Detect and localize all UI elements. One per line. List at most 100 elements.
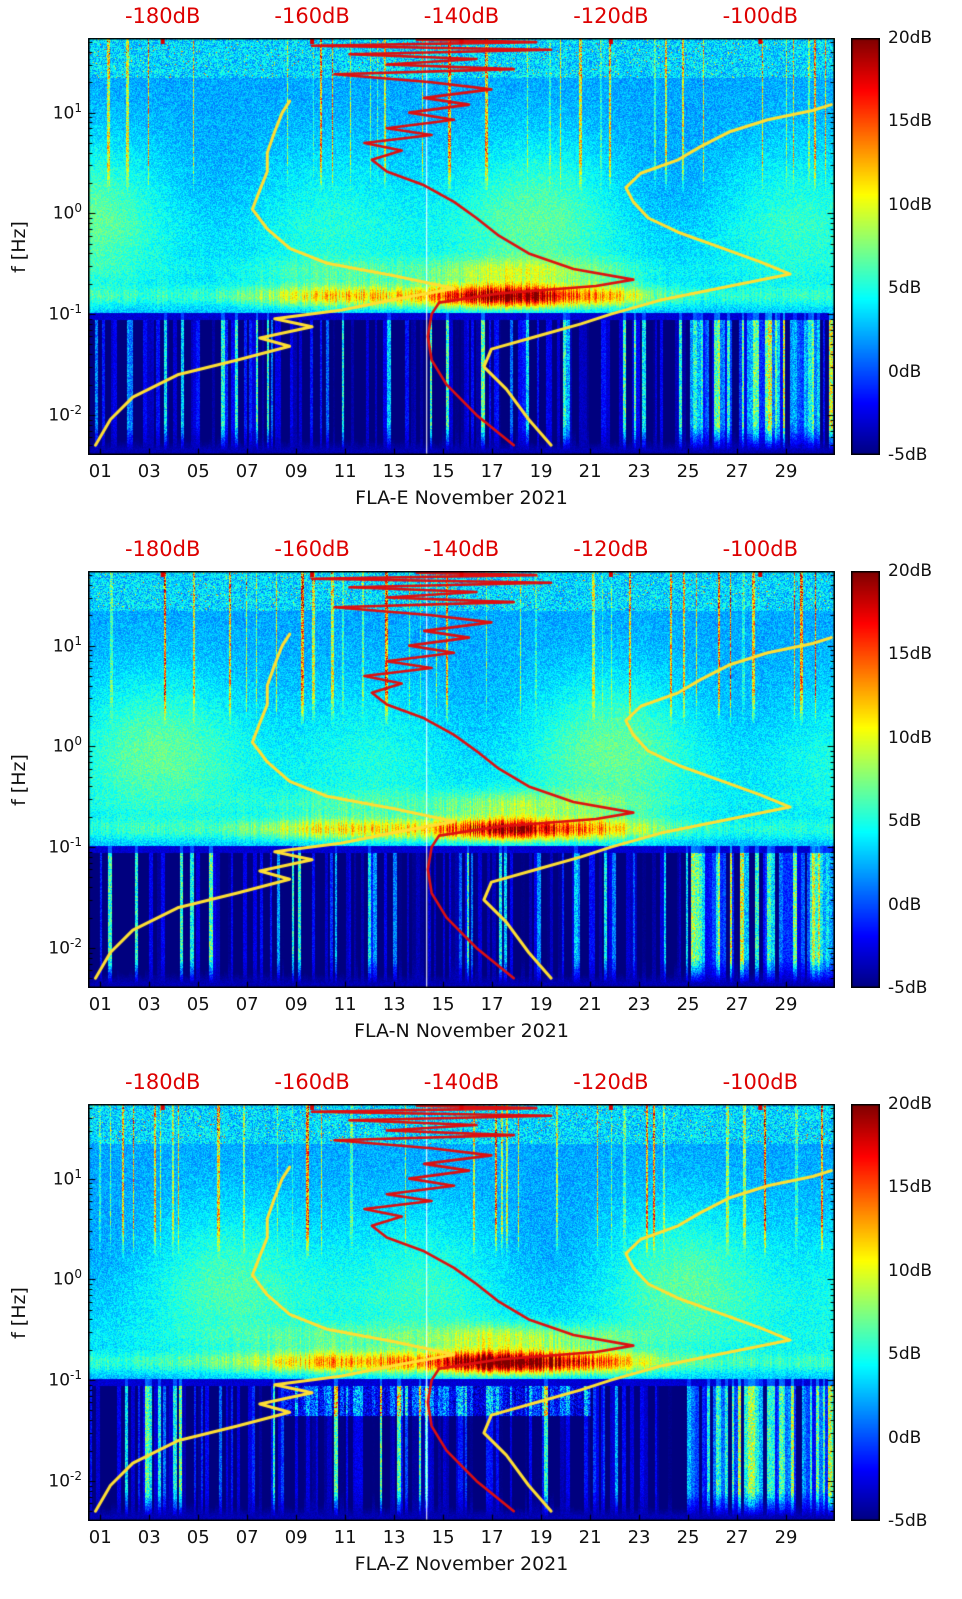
x-axis-tick-label: 05 [186, 994, 210, 1015]
x-axis-tick-label: 15 [431, 994, 455, 1015]
x-axis-tick-label: 21 [578, 1527, 602, 1548]
top-axis-tick-label: -180dB [124, 537, 201, 561]
x-axis-tick-label: 17 [480, 461, 504, 482]
x-axis-tick-label: 19 [529, 1527, 553, 1548]
top-axis-tick-label: -120dB [573, 1070, 649, 1094]
colorbar-tick-label: 15dB [888, 644, 933, 665]
colorbar-canvas [851, 571, 880, 988]
x-axis-tick-label: 09 [284, 994, 308, 1015]
x-axis-tick-label: 01 [88, 1527, 112, 1548]
x-axis-tick-label: 23 [627, 994, 651, 1015]
x-axis-tick-label: 11 [333, 994, 357, 1015]
x-axis-tick-label: 07 [235, 461, 259, 482]
x-axis-tick-label: 11 [333, 461, 357, 482]
colorbar-tick-label: 15dB [888, 1177, 933, 1198]
top-axis-tick-label: -180dB [124, 4, 201, 28]
x-axis-tick-label: 29 [774, 1527, 798, 1548]
top-axis-tick-label: -120dB [573, 4, 649, 28]
panel-title: FLA-E November 2021 [355, 487, 568, 509]
x-axis-tick-label: 19 [529, 461, 553, 482]
x-axis-tick-label: 05 [186, 1527, 210, 1548]
x-axis-tick-label: 27 [725, 461, 749, 482]
x-axis-tick-label: 25 [676, 461, 700, 482]
spectrogram-panel-fla-e: -180dB -160dB -140dB -120dB -100dB f [Hz] 10… [0, 0, 962, 533]
colorbar-tick-label: 10dB [888, 194, 933, 215]
y-axis-tick-label: 100 [52, 734, 82, 758]
top-axis-tick-label: -140dB [423, 1070, 500, 1094]
x-axis-tick-label: 27 [725, 994, 749, 1015]
colorbar-canvas [851, 1104, 880, 1521]
x-axis-tick-label: 23 [627, 461, 651, 482]
colorbar-tick-label: 5dB [888, 278, 922, 299]
top-axis-tick-label: -100dB [722, 4, 798, 28]
colorbar-tick-label: 5dB [888, 1344, 922, 1365]
x-axis-tick-label: 25 [676, 1527, 700, 1548]
y-axis-tick-label: 10-2 [48, 935, 82, 959]
x-axis-tick-label: 15 [431, 1527, 455, 1548]
spectrogram-panel-fla-z: -180dB -160dB -140dB -120dB -100dB f [Hz] 10… [0, 1066, 962, 1599]
y-axis-tick-label: 10-1 [48, 302, 82, 325]
colorbar-tick-label: 20dB [888, 561, 933, 581]
x-axis-tick-label: 09 [284, 461, 308, 482]
x-axis-tick-label: 09 [284, 1527, 308, 1548]
top-axis-tick-label: -100dB [722, 1070, 798, 1094]
colorbar-tick-label: 0dB [888, 894, 922, 915]
panel-title: FLA-Z November 2021 [354, 1553, 569, 1575]
y-axis-tick-label: 100 [52, 1267, 82, 1291]
x-axis-tick-label: 07 [235, 994, 259, 1015]
spectrogram-heatmap-canvas [88, 38, 835, 455]
spectrogram-panel-fla-n: -180dB -160dB -140dB -120dB -100dB f [Hz] 10… [0, 533, 962, 1066]
colorbar-tick-label: -5dB [888, 978, 928, 998]
x-axis-tick-label: 03 [137, 461, 161, 482]
top-axis-tick-label: -160dB [274, 537, 350, 561]
colorbar-tick-label: -5dB [888, 1511, 928, 1531]
colorbar-tick-label: 5dB [888, 811, 922, 832]
top-axis-tick-label: -100dB [722, 537, 798, 561]
x-axis-tick-label: 27 [725, 1527, 749, 1548]
y-axis-tick-label: 100 [52, 201, 82, 225]
top-axis-tick-label: -120dB [573, 537, 649, 561]
colorbar-tick-label: 0dB [888, 361, 922, 382]
y-axis-tick-label: 101 [52, 100, 82, 124]
x-axis-tick-label: 13 [382, 461, 406, 482]
x-axis-tick-label: 03 [137, 1527, 161, 1548]
spectrogram-heatmap-canvas [88, 571, 835, 988]
y-axis-tick-label: 101 [52, 633, 82, 657]
colorbar-tick-label: 20dB [888, 28, 933, 48]
y-axis-tick-label: 10-1 [48, 835, 82, 858]
colorbar-tick-label: 20dB [888, 1094, 933, 1114]
x-axis-tick-label: 19 [529, 994, 553, 1015]
x-axis-tick-label: 17 [480, 994, 504, 1015]
y-axis-tick-label: 10-2 [48, 1468, 82, 1492]
x-axis-tick-label: 25 [676, 994, 700, 1015]
x-axis-tick-label: 21 [578, 461, 602, 482]
top-axis-tick-label: -140dB [423, 4, 500, 28]
x-axis-tick-label: 07 [235, 1527, 259, 1548]
x-axis-tick-label: 01 [88, 994, 112, 1015]
top-axis-tick-label: -180dB [124, 1070, 201, 1094]
x-axis-tick-label: 21 [578, 994, 602, 1015]
x-axis-tick-label: 15 [431, 461, 455, 482]
colorbar-tick-label: 0dB [888, 1427, 922, 1448]
colorbar-tick-label: -5dB [888, 445, 928, 465]
panel-title: FLA-N November 2021 [354, 1020, 569, 1042]
y-axis-tick-label: 10-2 [48, 402, 82, 426]
x-axis-tick-label: 13 [382, 994, 406, 1015]
x-axis-tick-label: 23 [627, 1527, 651, 1548]
top-axis-tick-label: -160dB [274, 4, 350, 28]
top-axis-tick-label: -160dB [274, 1070, 350, 1094]
x-axis-tick-label: 29 [774, 461, 798, 482]
x-axis-tick-label: 05 [186, 461, 210, 482]
colorbar-tick-label: 10dB [888, 1260, 933, 1281]
top-axis-tick-label: -140dB [423, 537, 500, 561]
spectrogram-heatmap-canvas [88, 1104, 835, 1521]
colorbar-canvas [851, 38, 880, 455]
x-axis-tick-label: 17 [480, 1527, 504, 1548]
x-axis-tick-label: 01 [88, 461, 112, 482]
colorbar-tick-label: 10dB [888, 727, 933, 748]
x-axis-tick-label: 13 [382, 1527, 406, 1548]
x-axis-tick-label: 29 [774, 994, 798, 1015]
x-axis-tick-label: 11 [333, 1527, 357, 1548]
x-axis-tick-label: 03 [137, 994, 161, 1015]
